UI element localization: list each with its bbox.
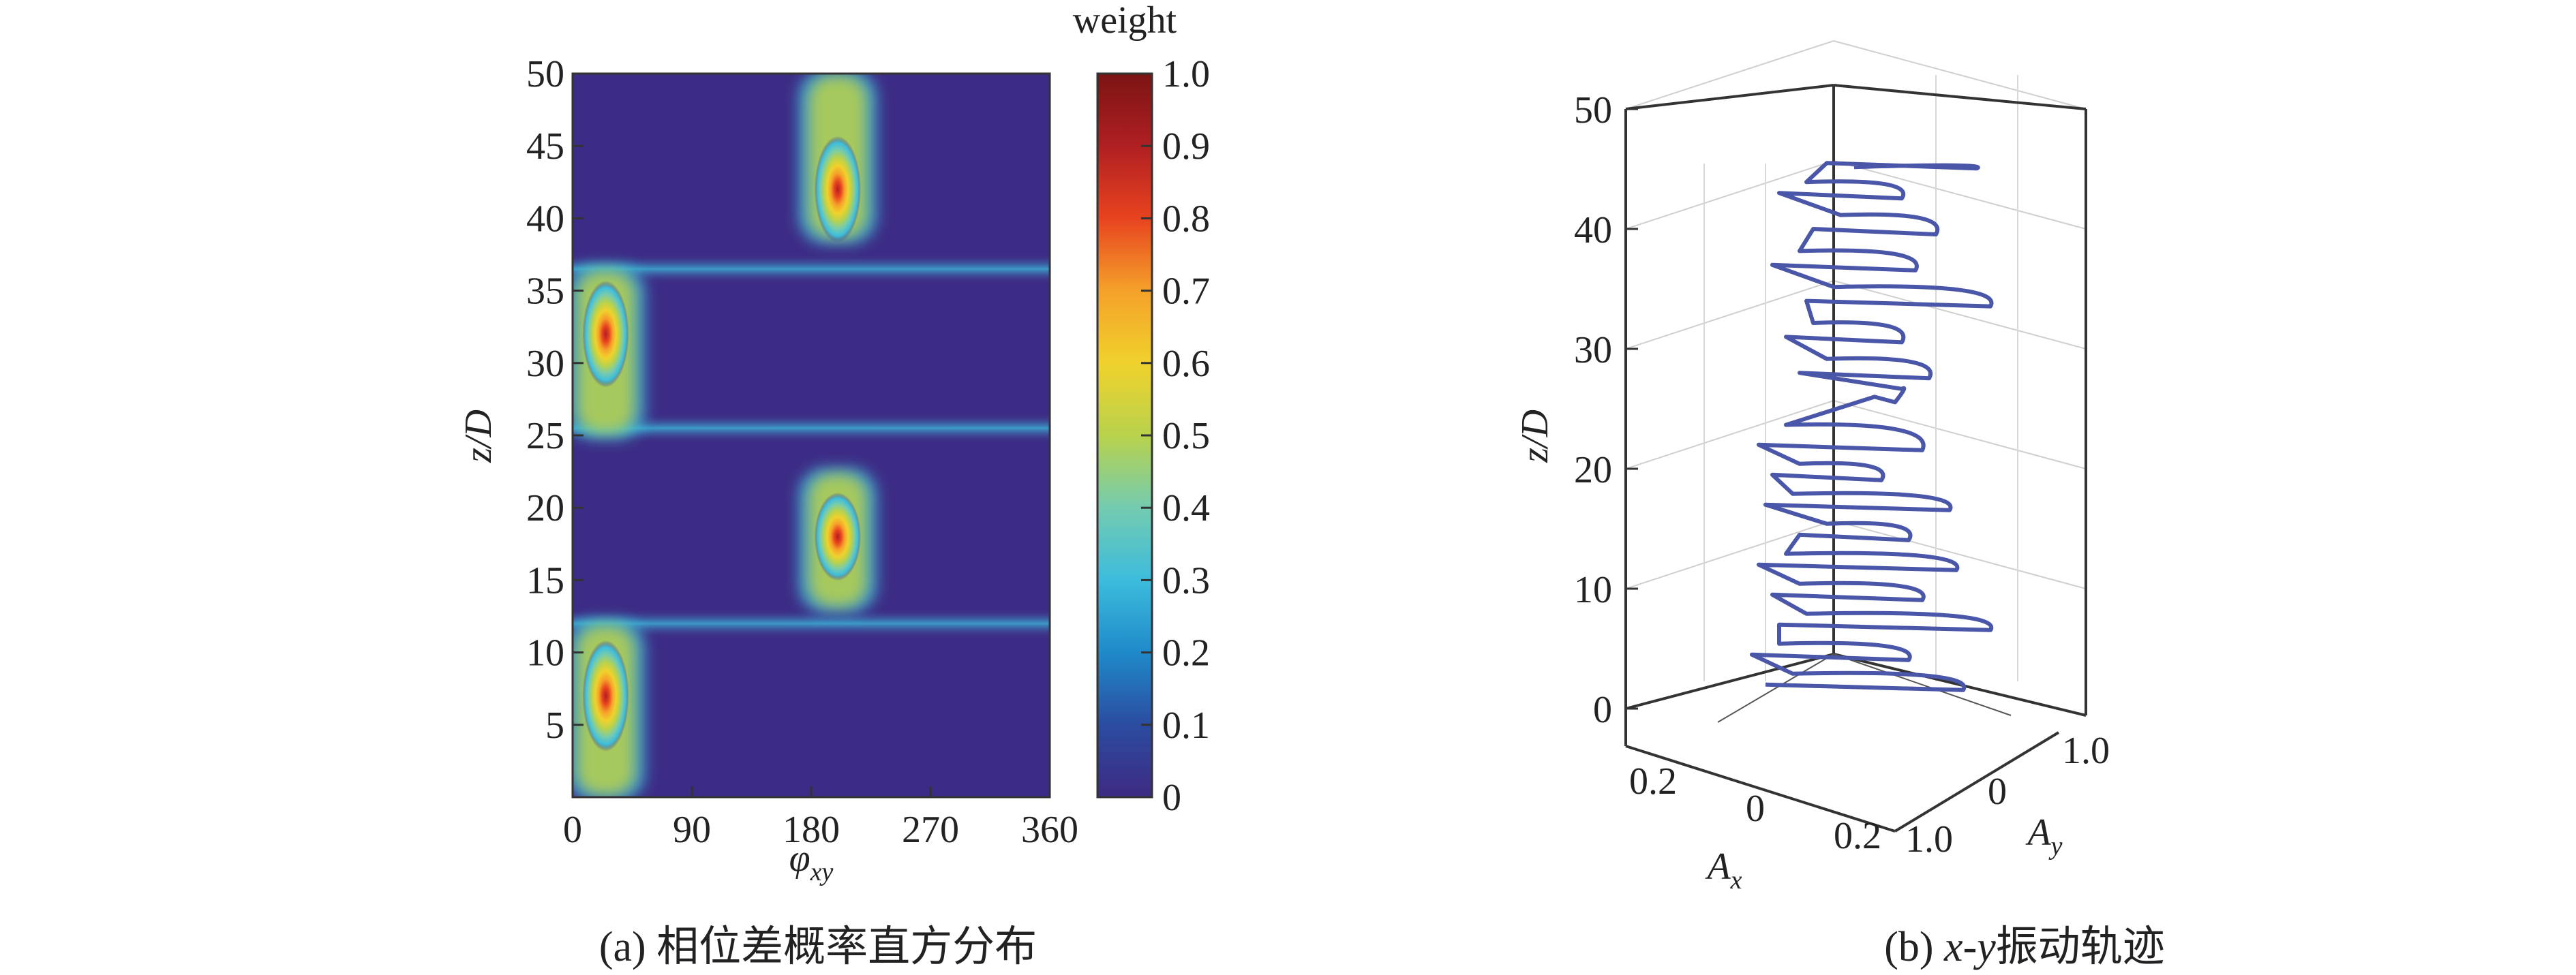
x-tick-label: 360 [1021, 809, 1078, 851]
grid-line [1833, 520, 2087, 589]
frame-edge [1833, 84, 2087, 110]
trajectory-grid [1625, 40, 2087, 681]
trajectory-lines [1750, 161, 1994, 692]
heatmap-peak [582, 640, 629, 752]
y-tick-label: 45 [526, 125, 564, 168]
z-tick-label: 0 [1593, 689, 1612, 731]
z-tick-label: 50 [1574, 89, 1612, 131]
ay-axis-label: Ay [2025, 811, 2062, 861]
caption-a: (a) 相位差概率直方分布 [599, 924, 1037, 970]
frame-edge [1625, 745, 1896, 833]
ay-tick-label: 0 [1988, 771, 2007, 813]
colorbar-tick-label: 0.4 [1162, 487, 1210, 529]
x-axis-label: φxy [789, 837, 834, 886]
y-tick-label: 50 [526, 53, 564, 95]
frame-edge [1625, 84, 1834, 110]
heatmap-peak [582, 281, 629, 388]
y-tick-label: 15 [526, 559, 564, 602]
colorbar-tick-label: 0.9 [1162, 125, 1210, 168]
colorbar-tick-label: 0.3 [1162, 559, 1210, 602]
grid-line [1833, 160, 2087, 230]
ax-tick-label: 0.2 [1629, 760, 1677, 803]
colorbar-tick-label: 1.0 [1162, 53, 1210, 95]
y-tick-label: 10 [526, 632, 564, 675]
z-tick-label: 20 [1574, 449, 1612, 491]
ax-tick-label: 0.2 [1834, 815, 1881, 857]
grid-line [1833, 280, 2087, 350]
grid-line [1833, 400, 2087, 469]
colorbar-tick-label: 0.2 [1162, 632, 1210, 675]
y-tick-label: 20 [526, 487, 564, 529]
colorbar-tick-label: 0.6 [1162, 343, 1210, 385]
grid-line [1625, 280, 1834, 350]
heatmap-bridge [573, 608, 1050, 639]
heatmap-peak [814, 136, 861, 243]
heatmap-bridge [573, 413, 1050, 444]
colorbar-tick-label: 0.7 [1162, 270, 1210, 313]
heatmap-panel: 5 10 15 20 25 30 35 40 45 50 0 90 180 270 360 φxy z/D [457, 53, 1078, 886]
ay-tick-label: 1.0 [2062, 730, 2110, 772]
z-tick-label: 40 [1574, 209, 1612, 251]
colorbar-label: weight [1073, 0, 1177, 42]
heatmap-peak [814, 493, 861, 581]
floor-grid-line [1833, 653, 2012, 716]
grid-line [1625, 40, 1834, 110]
x-tick-label: 180 [783, 809, 840, 851]
frame-edge [1833, 653, 2087, 717]
y-tick-label: 40 [526, 198, 564, 240]
grid-line [1625, 160, 1834, 230]
grid-line [1625, 520, 1834, 589]
floor-grid-line [1717, 653, 1834, 723]
grid-line [1833, 40, 2087, 110]
frame-edge [1625, 653, 1834, 710]
z-tick-label: 10 [1574, 569, 1612, 611]
z-tick-label: 30 [1574, 329, 1612, 371]
ax-tick-label: 0 [1746, 788, 1765, 830]
ay-tick-label: 1.0 [1905, 818, 1953, 861]
caption-b: (b) x-y振动轨迹 [1884, 924, 2165, 970]
colorbar-tick-label: 0.8 [1162, 198, 1210, 240]
x-tick-label: 270 [902, 809, 959, 851]
x-tick-label: 90 [673, 809, 711, 851]
heatmap-bridge [573, 253, 1050, 284]
colorbar-tick-label: 0.5 [1162, 415, 1210, 457]
trajectory-line [1750, 161, 1994, 692]
z-axis-label: z/D [1514, 409, 1556, 463]
grid-line [1625, 400, 1834, 469]
y-tick-label: 35 [526, 270, 564, 313]
y-tick-label: 5 [545, 705, 564, 747]
frame-edge [1894, 731, 2060, 833]
y-tick-label: 30 [526, 343, 564, 385]
colorbar-tick-label: 0 [1162, 777, 1181, 819]
ax-axis-label: Ax [1704, 846, 1742, 895]
colorbar-tick-label: 0.1 [1162, 705, 1210, 747]
colorbar: weight 0 0.1 0.2 0.3 0.4 0.5 0.6 0.7 0.8 0.9 1.0 [1073, 0, 1210, 819]
x-tick-label: 0 [563, 809, 582, 851]
y-axis-label: z/D [457, 409, 500, 463]
y-tick-label: 25 [526, 415, 564, 457]
